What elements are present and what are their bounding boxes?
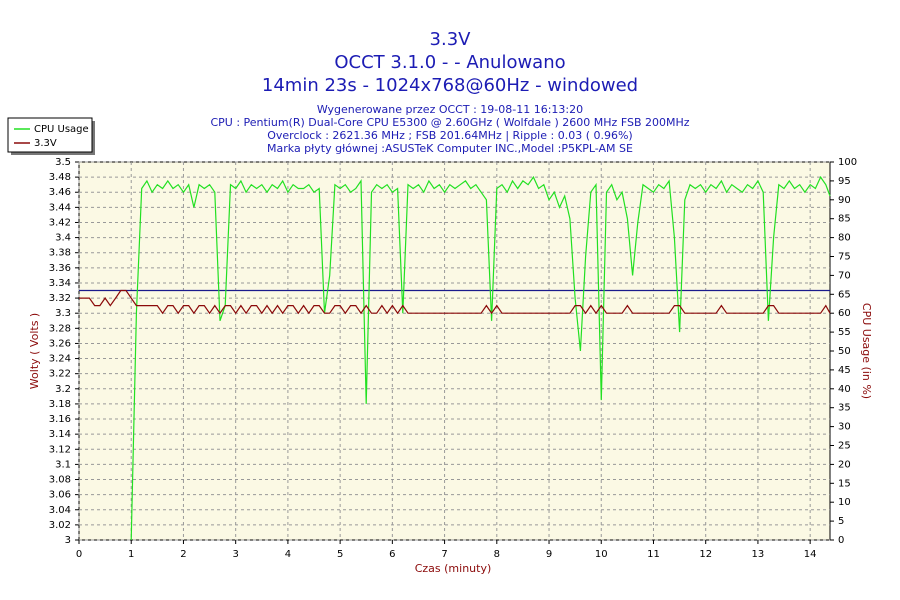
y2-tick-label: 70 — [838, 270, 851, 281]
y-tick-label: 3.4 — [55, 233, 71, 244]
y-tick-label: 3.24 — [49, 354, 71, 365]
y-tick-label: 3.1 — [55, 459, 71, 470]
series-line — [79, 289, 831, 315]
chart-title: 14min 23s - 1024x768@60Hz - windowed — [262, 75, 638, 96]
y-tick-label: 3.12 — [49, 444, 71, 455]
y2-tick-label: 35 — [838, 403, 851, 414]
y2-tick-label: 15 — [838, 478, 851, 489]
subtitle: CPU : Pentium(R) Dual-Core CPU E5300 @ 2… — [210, 116, 689, 129]
x-tick-label: 12 — [699, 549, 712, 560]
y2-tick-label: 60 — [838, 308, 851, 319]
x-tick-label: 3 — [232, 549, 238, 560]
y-tick-label: 3.34 — [49, 278, 71, 289]
subtitle: Marka płyty głównej :ASUSTeK Computer IN… — [267, 142, 633, 155]
y2-tick-label: 50 — [838, 346, 851, 357]
series-line — [130, 175, 831, 541]
x-axis-label: Czas (minuty) — [415, 562, 492, 575]
y-tick-label: 3.26 — [49, 338, 71, 349]
y-tick-label: 3.14 — [49, 429, 71, 440]
y2-tick-label: 20 — [838, 459, 851, 470]
plot-area — [78, 161, 831, 541]
y-tick-label: 3.28 — [49, 323, 71, 334]
y-tick-label: 3.44 — [49, 202, 71, 213]
y-tick-label: 3.48 — [49, 172, 71, 183]
y-tick-label: 3.32 — [49, 293, 71, 304]
y-tick-label: 3.38 — [49, 248, 71, 259]
x-tick-label: 7 — [441, 549, 447, 560]
y2-tick-label: 55 — [838, 327, 851, 338]
x-tick-label: 0 — [76, 549, 82, 560]
x-tick-label: 6 — [389, 549, 395, 560]
y-tick-label: 3.22 — [49, 369, 71, 380]
y2-tick-label: 65 — [838, 289, 851, 300]
y-axis-label: Wolty ( Volts ) — [28, 313, 41, 389]
y-tick-label: 3 — [65, 535, 71, 546]
y2-tick-label: 90 — [838, 195, 851, 206]
y2-tick-label: 0 — [838, 535, 844, 546]
y2-tick-label: 80 — [838, 233, 851, 244]
y2-tick-label: 85 — [838, 214, 851, 225]
x-tick-label: 11 — [647, 549, 660, 560]
subtitle: Overclock : 2621.36 MHz ; FSB 201.64MHz … — [267, 129, 632, 142]
y-tick-label: 3.5 — [55, 157, 71, 168]
y2-tick-label: 95 — [838, 176, 851, 187]
y-tick-label: 3.36 — [49, 263, 71, 274]
x-tick-label: 8 — [494, 549, 500, 560]
chart-title: OCCT 3.1.0 - - Anulowano — [334, 52, 565, 73]
y-tick-label: 3.16 — [49, 414, 71, 425]
x-tick-label: 13 — [752, 549, 765, 560]
y2-tick-label: 100 — [838, 157, 857, 168]
y2-tick-label: 75 — [838, 252, 851, 263]
y-tick-label: 3.46 — [49, 187, 71, 198]
x-tick-label: 9 — [546, 549, 552, 560]
y2-axis-label: CPU Usage (in %) — [860, 303, 873, 399]
y2-tick-label: 30 — [838, 422, 851, 433]
y2-tick-label: 10 — [838, 497, 851, 508]
x-tick-label: 1 — [128, 549, 134, 560]
y2-tick-label: 25 — [838, 441, 851, 452]
legend-label: CPU Usage — [34, 124, 89, 135]
legend-label: 3.3V — [34, 138, 57, 149]
legend-box — [7, 117, 93, 153]
y-tick-label: 3.2 — [55, 384, 71, 395]
x-tick-label: 2 — [180, 549, 186, 560]
y-tick-label: 3.08 — [49, 475, 71, 486]
y-tick-label: 3.3 — [55, 308, 71, 319]
x-tick-label: 4 — [285, 549, 291, 560]
subtitle: Wygenerowane przez OCCT : 19-08-11 16:13… — [317, 103, 583, 116]
y-tick-label: 3.06 — [49, 490, 71, 501]
y-tick-label: 3.02 — [49, 520, 71, 531]
y-tick-label: 3.04 — [49, 505, 71, 516]
y2-tick-label: 45 — [838, 365, 851, 376]
x-tick-label: 10 — [595, 549, 608, 560]
x-tick-label: 14 — [804, 549, 817, 560]
y-tick-label: 3.42 — [49, 217, 71, 228]
y2-tick-label: 5 — [838, 516, 844, 527]
chart-title: 3.3V — [430, 29, 472, 50]
x-tick-label: 5 — [337, 549, 343, 560]
y2-tick-label: 40 — [838, 384, 851, 395]
y-tick-label: 3.18 — [49, 399, 71, 410]
